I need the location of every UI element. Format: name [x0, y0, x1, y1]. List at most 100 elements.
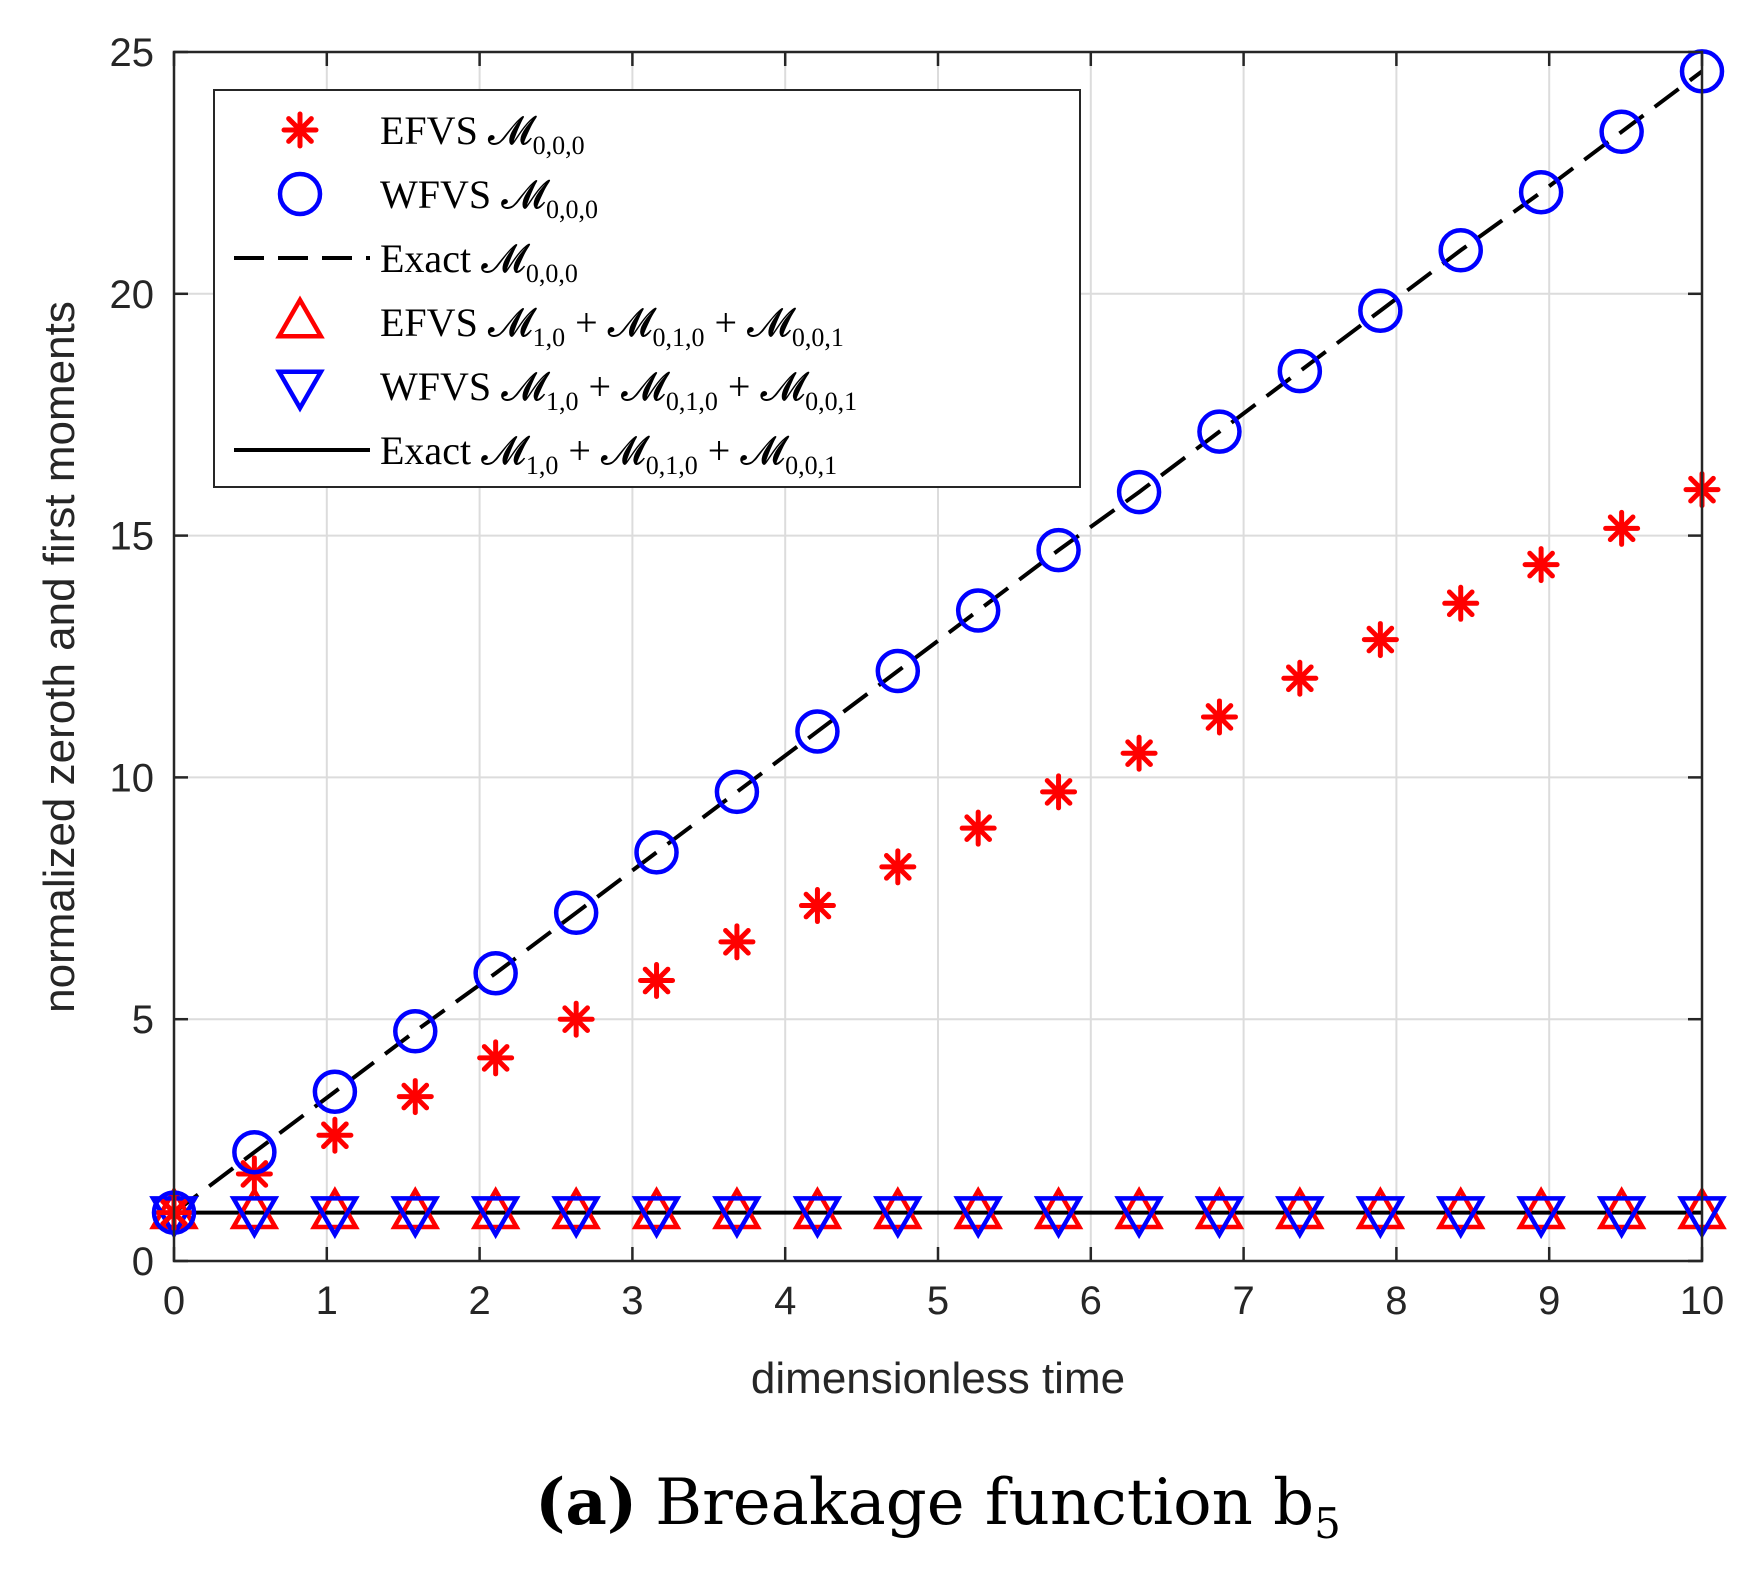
- data-point-wfvs-triangle-down: [229, 1196, 280, 1240]
- data-point-efvs-asterisk: [1040, 773, 1078, 811]
- data-point-wfvs-circle: [553, 890, 599, 936]
- data-point-wfvs-circle: [1036, 527, 1081, 573]
- data-point-efvs-triangle-up: [1194, 1186, 1245, 1230]
- x-tick-label: 7: [1232, 1279, 1254, 1323]
- caption-text: Breakage function b: [655, 1466, 1314, 1540]
- data-point-wfvs-circle: [634, 830, 679, 875]
- data-point-efvs-asterisk: [1281, 659, 1319, 697]
- legend-marker-3: [275, 295, 325, 339]
- x-axis-ticks: 0 1 2 3 4 5 6 7 8 9 10: [163, 52, 1724, 1323]
- x-tick-label: 5: [927, 1279, 949, 1323]
- data-point-wfvs-triangle-down: [712, 1196, 762, 1240]
- data-point-efvs-triangle-up: [1275, 1186, 1325, 1230]
- data-point-efvs-triangle-up: [1033, 1186, 1084, 1230]
- data-point-efvs-asterisk: [959, 809, 997, 847]
- data-point-wfvs-triangle-down: [953, 1196, 1003, 1240]
- data-point-wfvs-triangle-down: [1194, 1196, 1245, 1240]
- data-point-efvs-triangle-up: [873, 1186, 923, 1230]
- data-point-efvs-asterisk: [1361, 621, 1399, 659]
- x-tick-label: 0: [163, 1279, 185, 1323]
- data-point-efvs-triangle-up: [953, 1186, 1003, 1230]
- data-point-wfvs-triangle-down: [631, 1196, 682, 1240]
- legend-entries: EFVS 𝓜0,0,0 WFVS 𝓜0,0,0 Exact 𝓜0,0,0 EFVS 𝓜…: [234, 108, 857, 480]
- data-point-wfvs-triangle-down: [551, 1196, 601, 1240]
- data-point-efvs-asterisk: [396, 1078, 434, 1116]
- data-point-efvs-triangle-up: [631, 1186, 682, 1230]
- data-point-wfvs-triangle-down: [1114, 1196, 1164, 1240]
- x-tick-label: 6: [1080, 1279, 1102, 1323]
- y-tick-label: 0: [132, 1240, 154, 1284]
- x-tick-label: 9: [1538, 1279, 1560, 1323]
- data-point-efvs-asterisk: [316, 1116, 354, 1154]
- data-point-wfvs-circle: [714, 769, 760, 815]
- caption-label: (a): [535, 1465, 637, 1540]
- x-tick-label: 3: [621, 1279, 643, 1323]
- data-point-efvs-triangle-up: [1596, 1186, 1647, 1230]
- data-point-wfvs-circle: [232, 1129, 277, 1175]
- data-point-wfvs-circle: [312, 1069, 358, 1114]
- legend-label-5: Exact 𝓜1,0 + 𝓜0,1,0 + 𝓜0,0,1: [380, 428, 837, 480]
- data-point-efvs-asterisk: [557, 1000, 595, 1038]
- data-point-wfvs-circle: [955, 588, 1001, 633]
- legend-box: [213, 89, 1081, 488]
- data-point-efvs-triangle-up: [1355, 1186, 1406, 1230]
- legend-marker-0: [281, 111, 319, 149]
- x-tick-label: 1: [316, 1279, 338, 1323]
- data-point-efvs-asterisk: [1603, 509, 1641, 547]
- y-tick-label: 10: [110, 756, 155, 800]
- y-axis-ticks: 0 5 10 15 20 25: [110, 31, 1702, 1284]
- data-point-efvs-asterisk: [879, 848, 917, 886]
- data-point-efvs-triangle-up: [229, 1186, 280, 1230]
- data-point-wfvs-circle: [1518, 169, 1564, 215]
- data-point-wfvs-circle: [1358, 288, 1403, 333]
- series-line-exact-2: [172, 69, 1704, 1215]
- data-point-wfvs-triangle-down: [1596, 1196, 1647, 1240]
- data-point-efvs-asterisk: [1442, 584, 1480, 622]
- data-point-wfvs-triangle-down: [792, 1196, 843, 1240]
- data-point-efvs-asterisk: [798, 887, 836, 925]
- data-point-efvs-triangle-up: [1435, 1186, 1486, 1230]
- legend-label-2: Exact 𝓜0,0,0: [380, 236, 578, 288]
- data-point-efvs-asterisk: [477, 1039, 515, 1077]
- data-point-wfvs-circle: [1197, 409, 1242, 454]
- legend-label-1: WFVS 𝓜0,0,0: [380, 172, 598, 224]
- x-tick-label: 10: [1680, 1279, 1725, 1323]
- data-point-wfvs-circle: [1116, 469, 1162, 515]
- caption-subscript: 5: [1314, 1499, 1341, 1548]
- data-point-wfvs-triangle-down: [873, 1196, 923, 1240]
- legend-label-3: EFVS 𝓜1,0 + 𝓜0,1,0 + 𝓜0,0,1: [380, 300, 844, 352]
- y-tick-label: 25: [110, 31, 155, 75]
- data-point-wfvs-circle: [473, 951, 518, 996]
- data-point-efvs-triangle-up: [390, 1186, 441, 1230]
- data-point-efvs-triangle-up: [792, 1186, 843, 1230]
- data-point-efvs-triangle-up: [1114, 1186, 1164, 1230]
- data-point-wfvs-triangle-down: [310, 1196, 360, 1240]
- x-tick-label: 8: [1385, 1279, 1407, 1323]
- y-tick-label: 20: [110, 273, 155, 317]
- legend-marker-4: [275, 369, 325, 413]
- data-point-wfvs-circle: [795, 709, 840, 754]
- x-axis-label: dimensionless time: [751, 1354, 1125, 1403]
- figure-caption: (a) Breakage function b5: [535, 1465, 1341, 1548]
- y-axis-label: normalized zeroth and first moments: [35, 301, 84, 1013]
- data-point-efvs-asterisk: [1200, 698, 1238, 736]
- data-point-wfvs-circle: [1277, 348, 1323, 394]
- data-point-efvs-asterisk: [1120, 734, 1158, 772]
- data-point-efvs-triangle-up: [470, 1186, 521, 1230]
- legend-marker-1: [277, 171, 323, 217]
- data-point-wfvs-triangle-down: [470, 1196, 521, 1240]
- y-tick-label: 15: [110, 515, 155, 559]
- x-tick-label: 4: [774, 1279, 796, 1323]
- data-point-wfvs-circle: [1438, 228, 1483, 273]
- data-point-wfvs-triangle-down: [1033, 1196, 1084, 1240]
- data-point-wfvs-circle: [875, 648, 921, 694]
- legend-label-0: EFVS 𝓜0,0,0: [380, 108, 585, 160]
- data-point-efvs-triangle-up: [310, 1186, 360, 1230]
- data-point-efvs-triangle-up: [1516, 1186, 1566, 1230]
- data-point-efvs-asterisk: [718, 923, 756, 961]
- data-point-efvs-asterisk: [1522, 546, 1560, 584]
- data-point-wfvs-triangle-down: [1435, 1196, 1486, 1240]
- y-tick-label: 5: [132, 998, 154, 1042]
- legend: EFVS 𝓜0,0,0 WFVS 𝓜0,0,0 Exact 𝓜0,0,0 EFVS 𝓜…: [213, 89, 1081, 488]
